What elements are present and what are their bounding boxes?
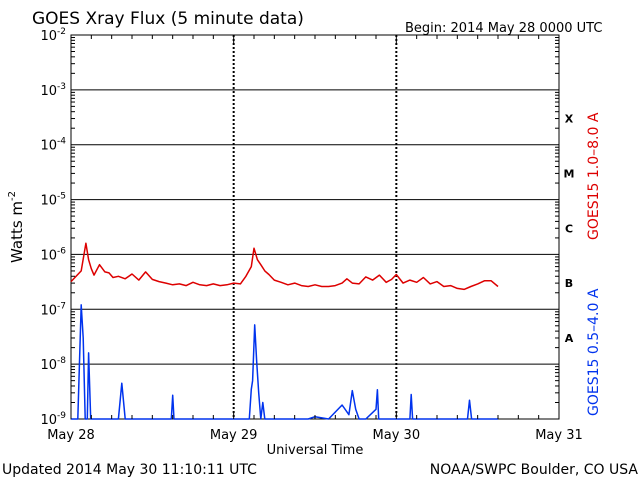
legend-series-short-channel: GOES15 0.5–4.0 A [586,288,602,416]
y-tick-label: 10-6 [40,246,66,263]
x-axis-label: Universal Time [267,443,364,458]
y-tick-label: 10-9 [40,411,66,428]
x-tick-label: May 29 [210,428,258,443]
grid-layer [71,34,559,420]
y-tick-label: 10-7 [40,301,66,318]
y-tick-label: 10-4 [40,137,66,154]
chart-title: GOES Xray Flux (5 minute data) [32,9,304,29]
footer-updated-timestamp: Updated 2014 May 30 11:10:11 UTC [2,462,257,478]
legend-series-long-channel: GOES15 1.0–8.0 A [586,112,602,240]
plot-frame [70,34,560,420]
y-tick-label: 10-8 [40,356,66,373]
flare-class-label: B [565,277,573,290]
x-tick-label: May 30 [373,428,421,443]
x-tick-label: May 31 [535,428,583,443]
x-tick-label: May 28 [47,428,95,443]
y-tick-label: 10-2 [40,27,66,44]
series-line-short-channel [71,304,498,420]
y-tick-label: 10-3 [40,82,66,99]
y-tick-label: 10-5 [40,192,66,209]
series-line-long-channel [70,242,499,291]
flare-class-label: C [565,222,573,235]
flare-class-label: A [565,332,574,345]
series-layer [70,242,499,420]
begin-label: Begin: 2014 May 28 0000 UTC [405,21,602,36]
footer-credit: NOAA/SWPC Boulder, CO USA [430,462,639,478]
flare-class-label: X [565,113,574,126]
flare-class-labels: X M C B A [564,113,575,345]
y-axis-label: Watts m-2 [7,191,26,263]
flare-class-label: M [564,167,575,180]
